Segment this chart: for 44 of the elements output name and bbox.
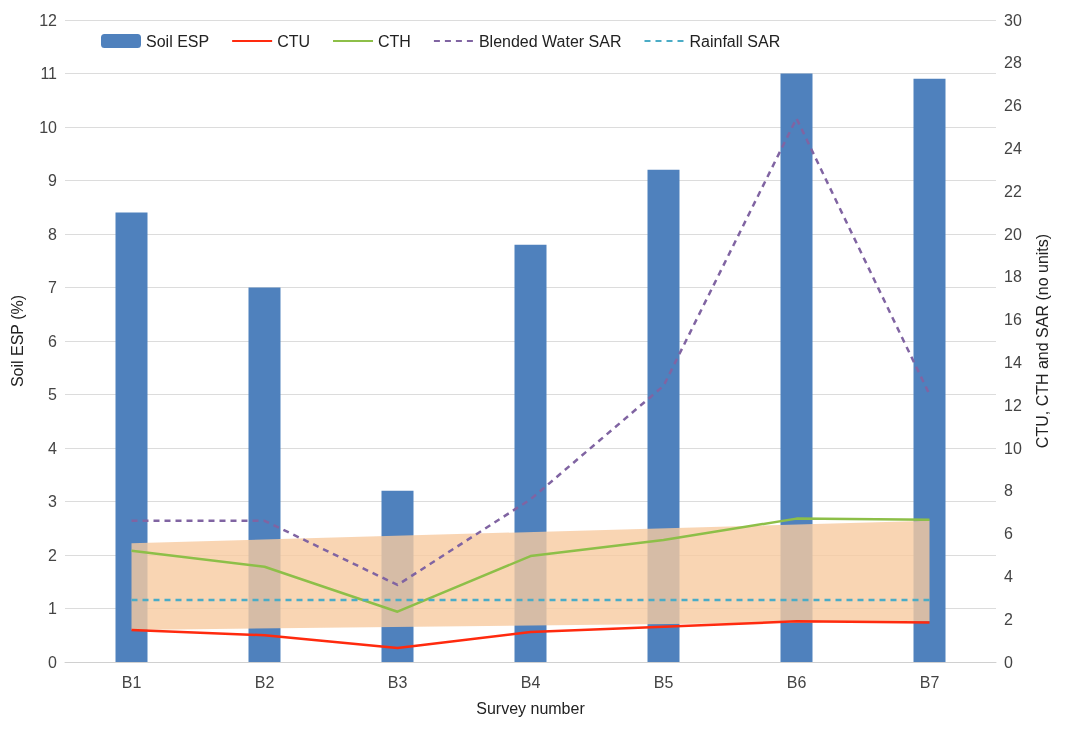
y2-tick-label: 20 bbox=[1004, 225, 1022, 243]
y2-tick-label: 0 bbox=[1004, 653, 1013, 671]
y2-tick-label: 18 bbox=[1004, 268, 1022, 286]
y2-tick-label: 8 bbox=[1004, 482, 1013, 500]
y-tick-label: 10 bbox=[39, 118, 58, 136]
y2-tick-label: 6 bbox=[1004, 525, 1013, 543]
y-tick-label: 1 bbox=[48, 600, 58, 617]
y-tick-label: 7 bbox=[48, 279, 58, 296]
x-tick-label: B3 bbox=[387, 673, 408, 691]
legend-label: Soil ESP bbox=[146, 32, 210, 50]
y-tick-label: 4 bbox=[48, 439, 58, 457]
y-tick-label: 11 bbox=[40, 65, 58, 82]
y-tick-label: 3 bbox=[48, 493, 58, 510]
y-axis-title: Soil ESP (%) bbox=[8, 294, 26, 388]
y2-tick-label: 28 bbox=[1004, 54, 1022, 72]
y-tick-label: 9 bbox=[48, 172, 58, 189]
y2-tick-label: 26 bbox=[1004, 97, 1022, 115]
y2-tick-label: 30 bbox=[1004, 11, 1022, 29]
x-tick-label: B2 bbox=[254, 673, 275, 691]
y2-tick-label: 12 bbox=[1004, 396, 1022, 414]
y-tick-label: 5 bbox=[48, 386, 58, 403]
y-tick-label: 12 bbox=[39, 11, 58, 29]
legend-label: CTU bbox=[277, 32, 311, 50]
x-tick-label: B4 bbox=[520, 673, 541, 691]
x-axis-title: Survey number bbox=[476, 699, 586, 717]
legend-label: CTH bbox=[378, 32, 411, 50]
x-tick-label: B6 bbox=[786, 673, 807, 691]
y2-tick-label: 24 bbox=[1004, 139, 1022, 157]
y2-tick-label: 4 bbox=[1004, 567, 1013, 585]
legend-label: Blended Water SAR bbox=[478, 32, 622, 50]
y2-tick-label: 16 bbox=[1004, 311, 1022, 329]
y-tick-label: 0 bbox=[48, 653, 58, 671]
x-tick-label: B1 bbox=[121, 673, 142, 691]
y-tick-label: 2 bbox=[48, 546, 58, 564]
y2-axis-title: CTU, CTH and SAR (no units) bbox=[1033, 233, 1051, 449]
y-tick-label: 6 bbox=[48, 332, 58, 350]
y2-tick-label: 14 bbox=[1004, 353, 1022, 371]
y2-tick-label: 10 bbox=[1004, 439, 1022, 457]
y2-tick-label: 22 bbox=[1004, 182, 1022, 200]
y2-tick-label: 2 bbox=[1004, 610, 1013, 628]
legend-label: Rainfall SAR bbox=[689, 32, 781, 50]
x-tick-label: B7 bbox=[919, 673, 940, 691]
y-tick-label: 8 bbox=[48, 225, 58, 243]
x-tick-label: B5 bbox=[653, 673, 674, 691]
